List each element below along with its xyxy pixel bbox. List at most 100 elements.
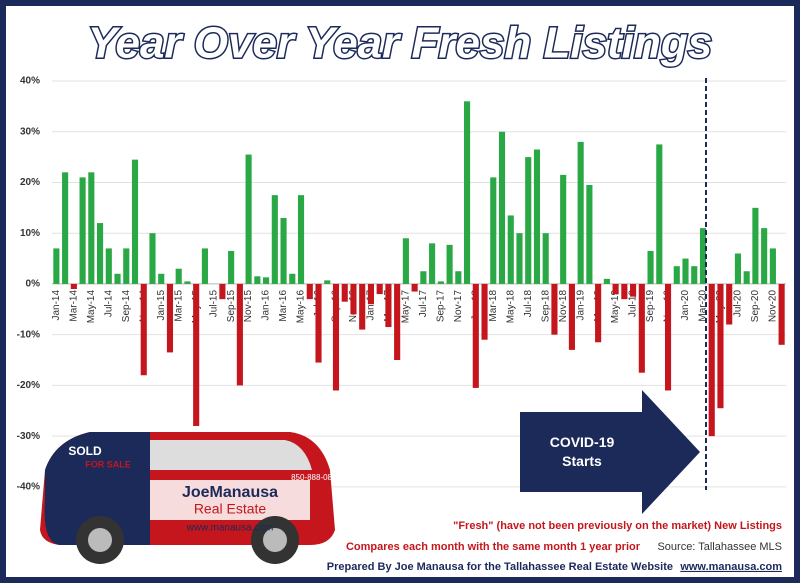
bar xyxy=(568,283,575,350)
bar xyxy=(376,283,383,295)
x-tick-label: Jan-19 xyxy=(575,289,586,320)
bar xyxy=(743,271,750,284)
x-tick-label: Sep-18 xyxy=(540,289,551,322)
bar xyxy=(507,215,514,284)
bar xyxy=(158,273,165,284)
y-tick-label: 40% xyxy=(20,76,40,87)
bar xyxy=(149,233,156,284)
bar xyxy=(315,283,322,363)
bar xyxy=(140,283,147,376)
x-tick-label: May-14 xyxy=(86,290,97,324)
bar xyxy=(498,131,506,284)
x-tick-label: May-17 xyxy=(401,290,412,324)
bar xyxy=(297,195,305,284)
bar xyxy=(114,273,121,284)
bar xyxy=(560,174,567,284)
x-tick-label: Jan-15 xyxy=(156,289,167,320)
bar xyxy=(271,195,278,284)
x-tick-label: Nov-15 xyxy=(243,290,254,323)
x-tick-label: Jul-15 xyxy=(208,290,219,318)
x-tick-label: May-18 xyxy=(505,290,516,324)
credit: Prepared By Joe Manausa for the Tallahas… xyxy=(327,561,673,573)
x-tick-label: Mar-14 xyxy=(68,290,79,322)
bar xyxy=(726,283,733,325)
bar xyxy=(236,283,243,386)
bar xyxy=(105,248,112,284)
source: Source: Tallahassee MLS xyxy=(657,541,782,553)
bar xyxy=(708,283,715,437)
x-tick-label: Nov-20 xyxy=(768,290,779,323)
x-tick-label: Sep-14 xyxy=(121,289,132,322)
credit-link: www.manausa.com xyxy=(679,561,782,573)
bar xyxy=(166,283,174,353)
bar xyxy=(577,141,584,284)
bar xyxy=(638,283,645,373)
bar xyxy=(254,276,261,284)
bar xyxy=(324,280,331,284)
y-tick-label: -40% xyxy=(17,481,40,492)
y-tick-label: -30% xyxy=(17,431,40,442)
wheel-hub xyxy=(88,528,112,552)
bar xyxy=(385,283,392,328)
car-text: SOLD xyxy=(68,444,102,458)
bar xyxy=(630,283,637,297)
bar xyxy=(193,283,200,426)
bar xyxy=(542,233,549,284)
bar xyxy=(228,250,235,284)
bar xyxy=(472,283,479,388)
bar xyxy=(367,283,374,305)
bar xyxy=(341,283,348,302)
car-text: 850-888-0888 xyxy=(291,473,341,482)
note: "Fresh" (have not been previously on the… xyxy=(453,520,782,532)
x-tick-label: Sep-19 xyxy=(645,289,656,322)
bar xyxy=(263,277,270,284)
x-tick-label: Mar-18 xyxy=(488,290,499,322)
bar xyxy=(219,283,226,300)
car-panel xyxy=(150,480,310,520)
chart-title: Year Over Year Fresh Listings xyxy=(88,19,712,68)
bar xyxy=(717,283,724,409)
bar xyxy=(332,283,340,391)
x-tick-label: Jan-16 xyxy=(261,289,272,320)
bar xyxy=(664,283,672,391)
x-tick-label: May-16 xyxy=(296,290,307,324)
bar xyxy=(306,283,313,300)
bar xyxy=(88,172,95,284)
x-tick-label: Jul-19 xyxy=(628,290,639,318)
x-tick-label: Mar-20 xyxy=(698,290,709,322)
bar xyxy=(464,101,471,284)
bar xyxy=(62,172,69,284)
bar xyxy=(350,283,357,315)
bar xyxy=(437,281,444,284)
bar xyxy=(533,149,541,284)
bar xyxy=(79,177,86,284)
bar xyxy=(420,271,427,284)
x-tick-label: Mar-16 xyxy=(278,290,289,322)
bar xyxy=(752,207,759,284)
bar xyxy=(673,266,680,284)
bar xyxy=(280,217,287,284)
x-tick-label: Sep-17 xyxy=(435,289,446,322)
bar xyxy=(647,250,654,284)
x-tick-label: Nov-18 xyxy=(558,290,569,323)
bar xyxy=(359,283,366,330)
x-tick-label: Mar-15 xyxy=(173,290,184,322)
bar xyxy=(455,271,462,284)
y-tick-label: 20% xyxy=(20,177,40,188)
bar xyxy=(446,244,453,284)
car-windows xyxy=(150,440,312,470)
bar xyxy=(201,248,208,284)
y-tick-label: 30% xyxy=(20,126,40,137)
x-tick-label: Nov-17 xyxy=(453,290,464,323)
bar xyxy=(429,243,436,284)
bar xyxy=(97,223,104,284)
car: SOLD FOR SALE JoeManausa Real Estate www… xyxy=(40,432,341,564)
bar xyxy=(490,177,497,284)
bar xyxy=(586,185,593,284)
bar xyxy=(394,283,401,361)
x-tick-label: Sep-20 xyxy=(750,289,761,322)
x-tick-label: Jan-17 xyxy=(366,289,377,320)
x-tick-label: Jan-20 xyxy=(680,289,691,320)
bar xyxy=(411,283,418,292)
bar xyxy=(603,278,610,284)
